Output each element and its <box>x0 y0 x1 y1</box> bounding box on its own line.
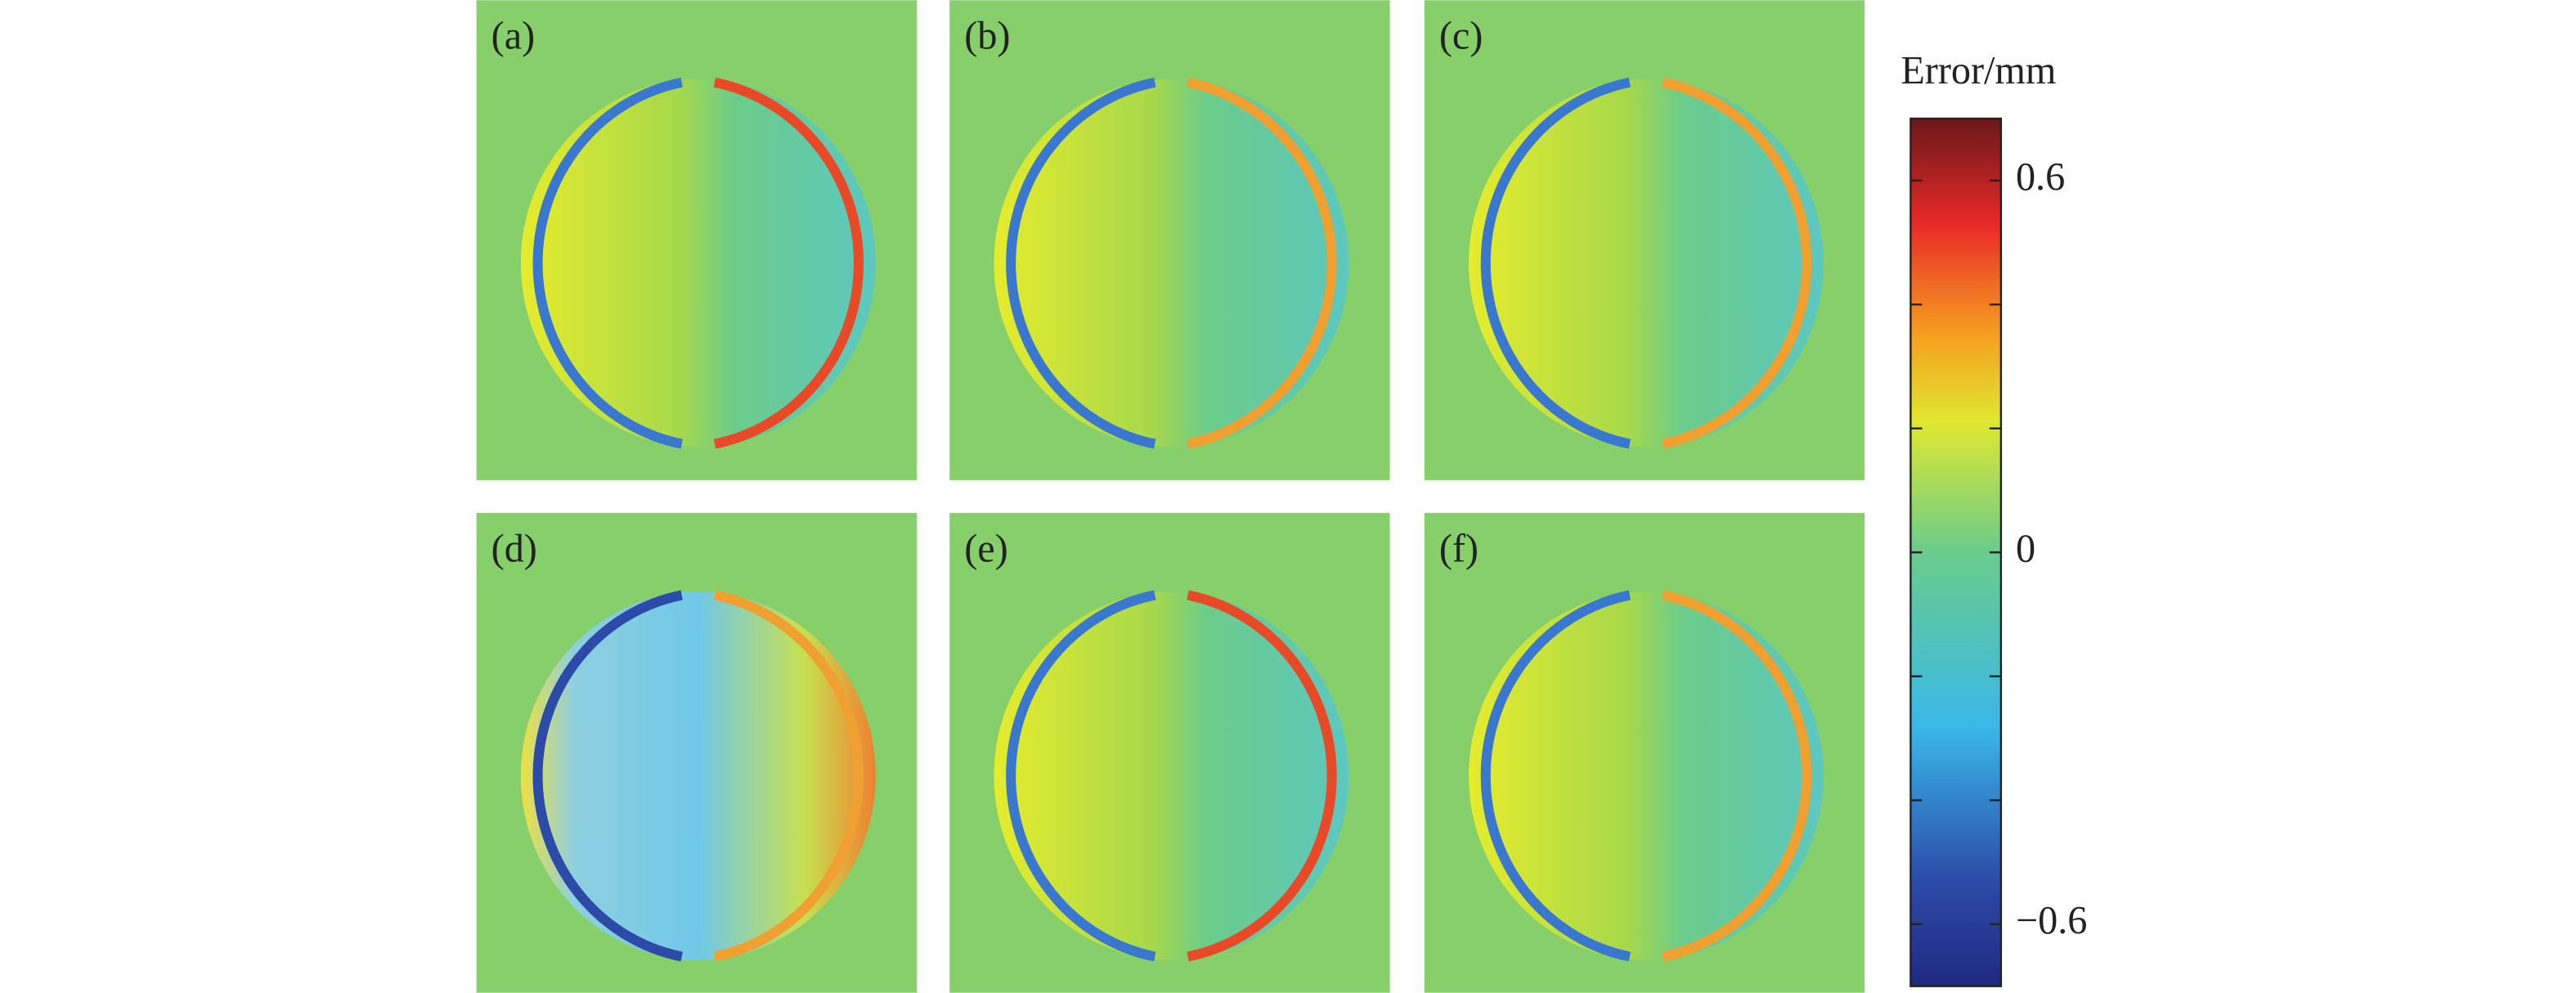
edge-negative <box>1480 590 1631 962</box>
panel-label: (a) <box>491 15 536 58</box>
error-map <box>1468 79 1824 447</box>
panel-label: (d) <box>491 527 537 570</box>
panel-label: (f) <box>1439 527 1479 570</box>
error-map <box>520 591 876 960</box>
colorbar <box>1910 117 2003 987</box>
edge-positive <box>1661 590 1812 962</box>
edge-negative <box>1480 77 1631 449</box>
colorbar-tick-label: 0 <box>2016 527 2035 570</box>
edge-positive <box>713 77 864 449</box>
error-map <box>994 591 1349 960</box>
edge-negative <box>1006 77 1156 449</box>
edge-negative <box>532 77 683 449</box>
error-map <box>1468 591 1824 960</box>
panel-label: (e) <box>964 527 1008 570</box>
error-map <box>520 79 876 447</box>
colorbar-tick-label: 0.6 <box>2016 155 2065 199</box>
error-map <box>994 79 1349 447</box>
edge-positive <box>713 590 864 962</box>
edge-positive <box>1187 590 1337 962</box>
edge-positive <box>1187 77 1337 449</box>
panels: (a) (b) (c) (d) (e) (f) <box>476 0 1865 993</box>
colorbar-tick-label: −0.6 <box>2016 899 2087 942</box>
colorbar-ticks: 0.6 0 −0.6 <box>1910 155 2087 942</box>
panel-label: (c) <box>1439 15 1483 58</box>
panel-label: (b) <box>964 15 1010 58</box>
edge-positive <box>1661 77 1812 449</box>
colorbar-title: Error/mm <box>1901 49 2056 92</box>
edge-negative <box>532 590 683 962</box>
edge-negative <box>1006 590 1156 962</box>
